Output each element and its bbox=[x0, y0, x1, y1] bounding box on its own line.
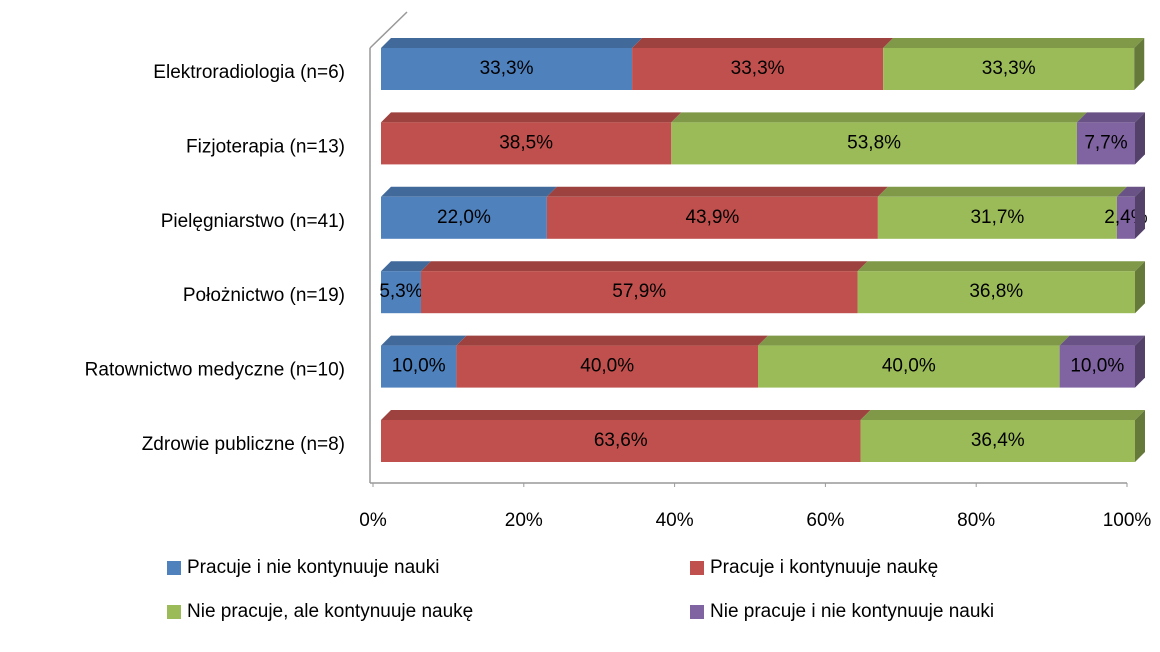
y-tick-label: Elektroradiologia (n=6) bbox=[153, 62, 345, 83]
data-label: 38,5% bbox=[499, 132, 553, 153]
bar-top bbox=[1116, 186, 1145, 197]
data-label: 36,8% bbox=[969, 281, 1023, 302]
data-label: 36,4% bbox=[971, 430, 1025, 451]
bar bbox=[546, 196, 878, 239]
bar-top bbox=[420, 261, 868, 272]
bar-top bbox=[381, 410, 871, 420]
data-label: 7,7% bbox=[1084, 132, 1127, 153]
bar bbox=[420, 271, 858, 314]
x-tick-label: 60% bbox=[806, 510, 844, 531]
data-label: 10,0% bbox=[1070, 356, 1124, 377]
bar bbox=[1076, 122, 1135, 165]
legend-swatch bbox=[167, 561, 181, 575]
bar-top bbox=[546, 186, 888, 197]
bar bbox=[671, 122, 1077, 165]
bar bbox=[381, 122, 672, 165]
bar bbox=[877, 196, 1117, 239]
bar-top bbox=[671, 112, 1087, 123]
x-tick-label: 20% bbox=[505, 510, 543, 531]
data-label: 10,0% bbox=[392, 356, 446, 377]
legend-label: Pracuje i nie kontynuuje nauki bbox=[187, 557, 439, 578]
bar-top bbox=[857, 261, 1145, 272]
x-tick-label: 100% bbox=[1103, 510, 1152, 531]
legend-swatch bbox=[690, 561, 704, 575]
bar bbox=[381, 196, 547, 239]
wall-edge bbox=[369, 11, 408, 49]
y-tick-label: Fizjoterapia (n=13) bbox=[186, 136, 345, 157]
legend-label: Pracuje i kontynuuje naukę bbox=[710, 557, 938, 578]
bar bbox=[860, 420, 1135, 462]
bar bbox=[381, 420, 861, 462]
bar-side bbox=[1135, 335, 1145, 388]
bar-top bbox=[883, 38, 1145, 48]
y-tick-label: Ratownictwo medyczne (n=10) bbox=[85, 360, 345, 381]
data-label: 43,9% bbox=[685, 207, 739, 228]
bar-top bbox=[381, 335, 467, 346]
bar-top bbox=[381, 112, 682, 123]
bar-top bbox=[877, 186, 1127, 197]
data-label: 33,3% bbox=[480, 58, 534, 79]
x-tick-label: 80% bbox=[957, 510, 995, 531]
bar bbox=[883, 48, 1135, 90]
bar bbox=[456, 345, 758, 388]
bar bbox=[857, 271, 1135, 314]
bar-top bbox=[381, 261, 431, 272]
legend-swatch bbox=[690, 605, 704, 619]
y-tick-label: Zdrowie publiczne (n=8) bbox=[142, 434, 345, 455]
back-wall bbox=[369, 11, 408, 483]
legend-label: Nie pracuje i nie kontynuuje nauki bbox=[710, 601, 994, 622]
data-label: 53,8% bbox=[847, 132, 901, 153]
y-tick-label: Położnictwo (n=19) bbox=[183, 285, 345, 306]
data-label: 57,9% bbox=[612, 281, 666, 302]
bar bbox=[381, 271, 421, 314]
data-label: 33,3% bbox=[982, 58, 1036, 79]
data-label: 40,0% bbox=[882, 356, 936, 377]
bar-side bbox=[1135, 261, 1145, 314]
data-label: 40,0% bbox=[580, 356, 634, 377]
y-tick-label: Pielęgniarstwo (n=41) bbox=[161, 211, 345, 232]
x-tick-label: 40% bbox=[656, 510, 694, 531]
bar-side bbox=[1134, 38, 1145, 90]
data-label: 31,7% bbox=[970, 207, 1024, 228]
bar-side bbox=[1135, 410, 1145, 462]
bar bbox=[1059, 345, 1135, 388]
data-label: 33,3% bbox=[731, 58, 785, 79]
bar bbox=[381, 48, 633, 90]
bar-top bbox=[860, 410, 1145, 420]
bar bbox=[381, 345, 457, 388]
bar-side bbox=[1135, 186, 1145, 239]
bar-top bbox=[381, 38, 643, 48]
bar bbox=[1116, 196, 1135, 239]
legend-swatch bbox=[167, 605, 181, 619]
bar-top bbox=[1076, 112, 1145, 123]
bar-side bbox=[1135, 112, 1145, 165]
bar-top bbox=[456, 335, 768, 346]
bar bbox=[632, 48, 884, 90]
data-label: 22,0% bbox=[437, 207, 491, 228]
x-tick-label: 0% bbox=[359, 510, 387, 531]
bar-top bbox=[1059, 335, 1145, 346]
legend-label: Nie pracuje, ale kontynuuje naukę bbox=[187, 601, 473, 622]
bar-top bbox=[632, 38, 894, 48]
data-label: 5,3% bbox=[379, 281, 422, 302]
bar bbox=[758, 345, 1060, 388]
data-label: 63,6% bbox=[594, 430, 648, 451]
bar-top bbox=[381, 186, 557, 197]
bar-top bbox=[758, 335, 1070, 346]
